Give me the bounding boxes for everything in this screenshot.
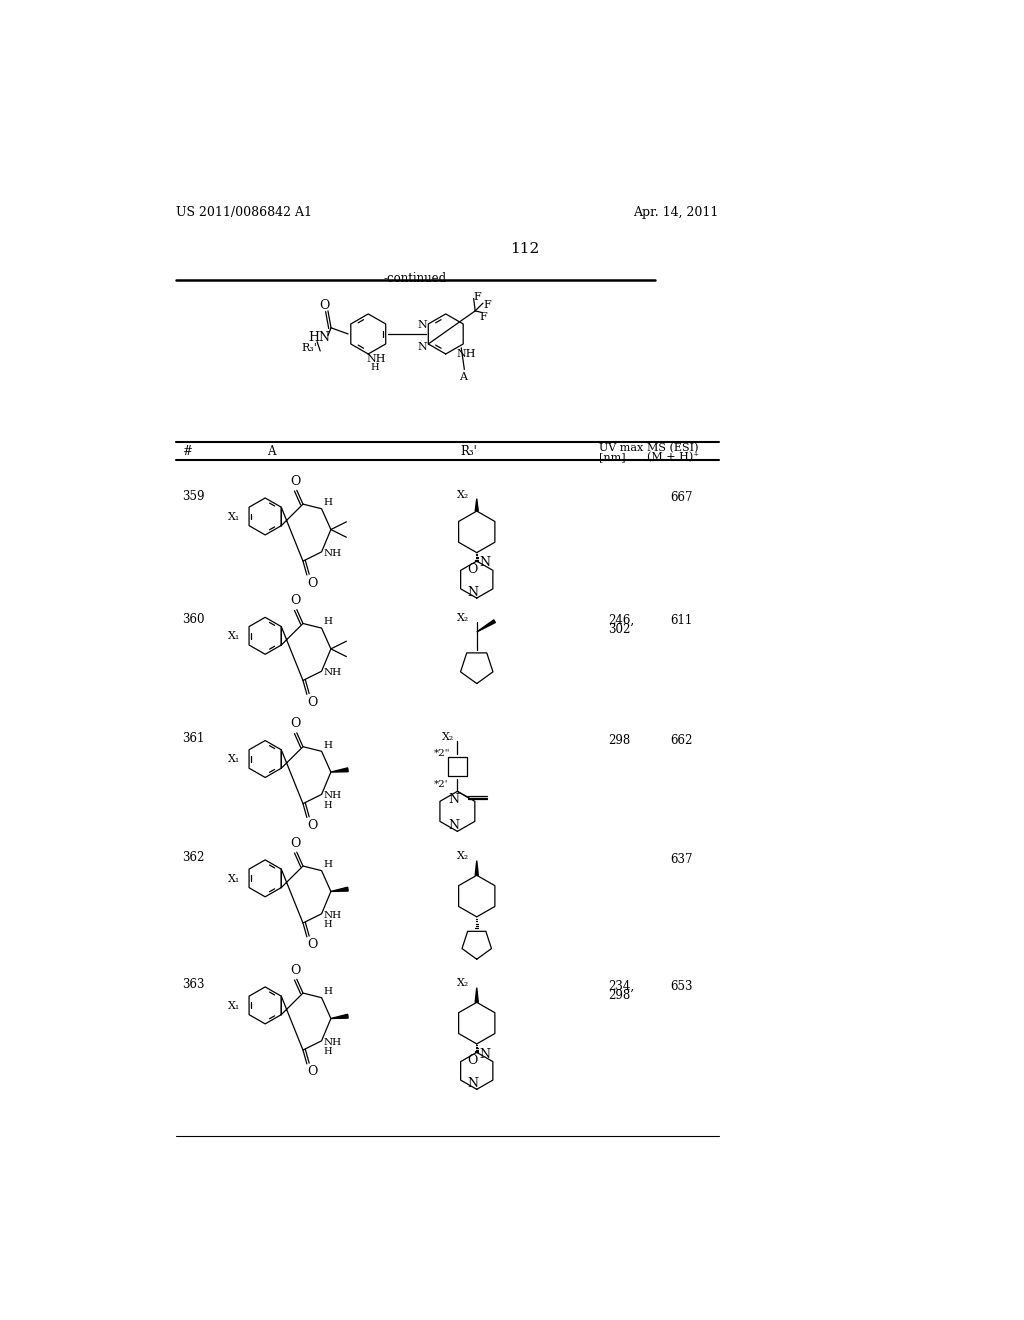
Text: X₂: X₂ bbox=[458, 490, 470, 499]
Text: A: A bbox=[267, 445, 275, 458]
Text: O: O bbox=[307, 939, 317, 952]
Text: H: H bbox=[324, 800, 332, 809]
Text: H: H bbox=[324, 618, 332, 626]
Text: N: N bbox=[479, 557, 490, 569]
Text: R₃': R₃' bbox=[461, 445, 477, 458]
Text: 653: 653 bbox=[671, 979, 693, 993]
Text: (M + H)⁺: (M + H)⁺ bbox=[647, 451, 699, 462]
Text: O: O bbox=[307, 696, 317, 709]
Text: R₃': R₃' bbox=[302, 343, 317, 354]
Polygon shape bbox=[331, 1014, 348, 1019]
Text: X₁: X₁ bbox=[227, 512, 240, 521]
Text: X₂: X₂ bbox=[458, 851, 470, 862]
Text: H: H bbox=[324, 987, 332, 995]
Text: HN: HN bbox=[308, 331, 330, 345]
Text: F: F bbox=[480, 313, 487, 322]
Text: 360: 360 bbox=[182, 612, 205, 626]
Text: NH: NH bbox=[367, 354, 386, 364]
Text: NH: NH bbox=[324, 668, 341, 677]
Text: 302: 302 bbox=[608, 623, 631, 636]
Text: O: O bbox=[290, 718, 300, 730]
Text: H: H bbox=[324, 1047, 332, 1056]
Text: X₂: X₂ bbox=[458, 612, 470, 623]
Text: 234,: 234, bbox=[608, 979, 635, 993]
Text: O: O bbox=[307, 818, 317, 832]
Text: F: F bbox=[483, 300, 490, 310]
Text: X₂: X₂ bbox=[458, 978, 470, 989]
Text: 637: 637 bbox=[671, 853, 693, 866]
Text: O: O bbox=[318, 300, 330, 313]
Text: H: H bbox=[324, 920, 332, 929]
Text: O: O bbox=[290, 475, 300, 488]
Text: N: N bbox=[418, 342, 427, 351]
Text: 246,: 246, bbox=[608, 614, 635, 627]
Text: X₂: X₂ bbox=[442, 733, 454, 742]
Text: -continued: -continued bbox=[383, 272, 446, 285]
Text: H: H bbox=[324, 859, 332, 869]
Text: X₁: X₁ bbox=[227, 874, 240, 883]
Text: [nm]: [nm] bbox=[599, 451, 626, 462]
Polygon shape bbox=[475, 987, 478, 1002]
Text: NH: NH bbox=[324, 792, 341, 800]
Text: N: N bbox=[449, 818, 460, 832]
Text: O: O bbox=[290, 964, 300, 977]
Text: 298: 298 bbox=[608, 989, 631, 1002]
Polygon shape bbox=[477, 620, 496, 632]
Text: NH: NH bbox=[457, 350, 476, 359]
Text: O: O bbox=[307, 1065, 317, 1078]
Text: 112: 112 bbox=[510, 242, 540, 256]
Text: X₁: X₁ bbox=[227, 755, 240, 764]
Text: X₁: X₁ bbox=[227, 631, 240, 642]
Text: NH: NH bbox=[324, 911, 341, 920]
Text: 611: 611 bbox=[671, 614, 693, 627]
Text: NH: NH bbox=[324, 549, 341, 558]
Text: 363: 363 bbox=[182, 978, 205, 991]
Text: 667: 667 bbox=[671, 491, 693, 504]
Text: O: O bbox=[290, 837, 300, 850]
Text: O: O bbox=[307, 577, 317, 590]
Text: UV max: UV max bbox=[599, 444, 643, 453]
Text: NH: NH bbox=[324, 1038, 341, 1047]
Text: N: N bbox=[449, 793, 460, 807]
Text: *2": *2" bbox=[434, 748, 451, 758]
Text: N: N bbox=[467, 586, 478, 599]
Text: O: O bbox=[468, 562, 478, 576]
Text: O: O bbox=[290, 594, 300, 607]
Polygon shape bbox=[331, 887, 348, 891]
Polygon shape bbox=[331, 768, 348, 772]
Text: 359: 359 bbox=[182, 490, 205, 503]
Text: H: H bbox=[370, 363, 379, 372]
Polygon shape bbox=[475, 499, 478, 511]
Text: 298: 298 bbox=[608, 734, 631, 747]
Text: MS (ESI): MS (ESI) bbox=[647, 444, 698, 454]
Text: O: O bbox=[468, 1053, 478, 1067]
Text: Apr. 14, 2011: Apr. 14, 2011 bbox=[633, 206, 719, 219]
Text: *2': *2' bbox=[434, 780, 449, 789]
Text: N: N bbox=[467, 1077, 478, 1090]
Text: A: A bbox=[459, 372, 467, 383]
Polygon shape bbox=[475, 861, 478, 875]
Text: 361: 361 bbox=[182, 733, 205, 744]
Text: US 2011/0086842 A1: US 2011/0086842 A1 bbox=[176, 206, 312, 219]
Text: H: H bbox=[324, 741, 332, 750]
Text: X₁: X₁ bbox=[227, 1001, 240, 1011]
Text: 662: 662 bbox=[671, 734, 693, 747]
Text: F: F bbox=[474, 293, 481, 302]
Text: N: N bbox=[479, 1048, 490, 1061]
Text: 362: 362 bbox=[182, 851, 205, 865]
Text: N: N bbox=[418, 321, 427, 330]
Text: #: # bbox=[182, 445, 193, 458]
Text: H: H bbox=[324, 498, 332, 507]
